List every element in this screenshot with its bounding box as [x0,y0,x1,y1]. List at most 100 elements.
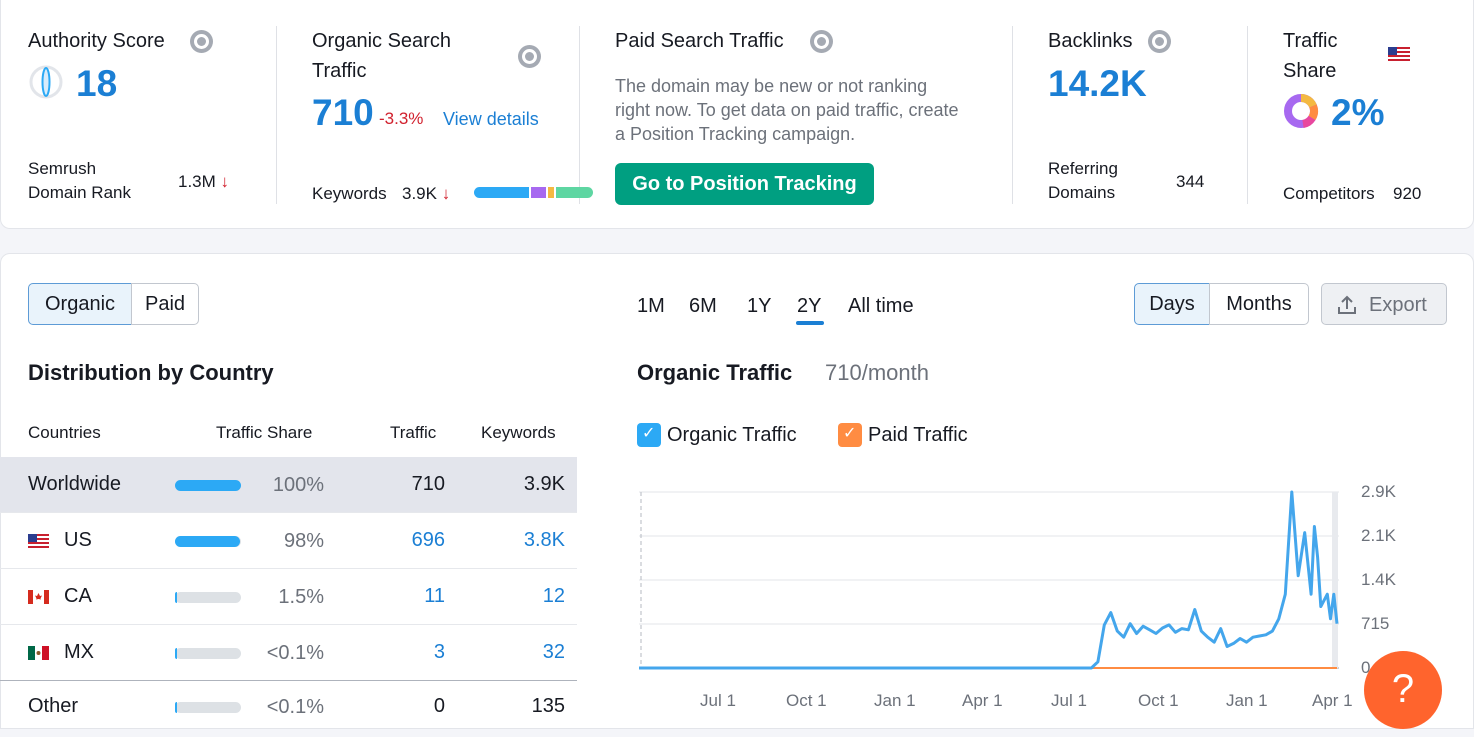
bar-segment [474,187,529,198]
competitors-label: Competitors [1283,184,1375,203]
paid-traffic-checkbox[interactable]: ✓ [838,423,862,447]
info-icon[interactable] [1148,30,1171,53]
traffic-share-value: 98% [283,530,324,552]
traffic-value[interactable]: 11 [424,585,445,607]
domain-rank-value[interactable]: 1.3M ↓ [178,172,230,191]
range-all-time[interactable]: All time [848,295,914,317]
traffic-value[interactable]: 696 [411,529,445,551]
x-tick-label: Apr 1 [962,691,1003,710]
range-6m[interactable]: 6M [689,295,717,317]
us-flag-icon [1388,47,1410,62]
x-tick-label: Jan 1 [1226,691,1268,710]
paid-traffic-legend-label[interactable]: Paid Traffic [868,424,968,446]
traffic-share-bar [175,480,241,491]
upload-icon [1338,295,1356,314]
authority-score-value: 18 [76,63,118,104]
traffic-share-value: 100% [272,474,324,496]
column-header-traffic-share[interactable]: Traffic Share [216,423,313,442]
country-name: Other [28,695,79,717]
paid-toggle-button[interactable]: Paid [131,283,199,325]
arrow-down-icon: ↓ [441,184,451,203]
table-row[interactable]: MX <0.1% 3 32 [0,625,577,681]
go-to-position-tracking-button[interactable]: Go to Position Tracking [615,163,874,205]
distribution-title: Distribution by Country [28,360,274,385]
traffic-value: 710 [411,473,445,495]
traffic-share-bar-fill [175,592,177,603]
help-button[interactable]: ? [1364,651,1442,729]
x-tick-label: Oct 1 [1138,691,1179,710]
y-tick-label: 2.1K [1361,526,1396,545]
y-tick-label: 2.9K [1361,482,1396,501]
traffic-share-bar-fill [175,702,177,713]
traffic-share-bar [175,592,241,603]
keywords-value[interactable]: 3.9K ↓ [402,184,451,203]
organic-toggle-button[interactable]: Organic [28,283,132,325]
checkmark-icon: ✓ [642,425,656,442]
paid-traffic-description: The domain may be new or not ranking rig… [615,76,959,144]
info-icon[interactable] [810,30,833,53]
range-1y[interactable]: 1Y [747,295,772,317]
organic-traffic-legend-label[interactable]: Organic Traffic [667,424,797,446]
country-name: Worldwide [28,473,121,495]
organic-traffic-checkbox[interactable]: ✓ [637,423,661,447]
organic-traffic-change: -3.3% [379,109,424,128]
export-label: Export [1369,294,1427,316]
referring-domains-value[interactable]: 344 [1176,172,1205,191]
checkmark-icon: ✓ [843,425,857,442]
table-row[interactable]: Worldwide 100% 710 3.9K [0,457,577,513]
view-details-link[interactable]: View details [443,109,539,129]
x-tick-label: Apr 1 [1312,691,1353,710]
months-button[interactable]: Months [1209,283,1309,325]
traffic-share-bar-fill [175,536,240,547]
keywords-label: Keywords [312,184,387,203]
backlinks-value[interactable]: 14.2K [1048,63,1147,104]
divider [579,26,580,204]
x-tick-label: Jul 1 [700,691,736,710]
traffic-share-value: <0.1% [266,696,324,718]
days-button[interactable]: Days [1134,283,1210,325]
chart-title: Organic Traffic [637,360,793,385]
range-1m[interactable]: 1M [637,295,665,317]
country-name: US [64,529,92,551]
divider [1012,26,1013,204]
x-tick-label: Jan 1 [874,691,916,710]
traffic-share-bar [175,648,241,659]
info-icon[interactable] [518,45,541,68]
bar-segment [531,187,546,198]
column-header-keywords[interactable]: Keywords [481,423,556,442]
organic-traffic-value: 710 [312,92,374,133]
traffic-share-title: Traffic Share [1283,30,1338,82]
paid-traffic-title: Paid Search Traffic [615,30,784,52]
x-tick-label: Jul 1 [1051,691,1087,710]
traffic-value[interactable]: 3 [433,641,445,663]
keywords-value[interactable]: 12 [542,585,565,607]
canada-flag-icon [28,590,49,604]
range-2y[interactable]: 2Y [797,295,822,317]
traffic-share-bar-fill [175,648,177,659]
traffic-share-value: <0.1% [266,642,324,664]
export-button[interactable]: Export [1321,283,1447,325]
column-header-traffic[interactable]: Traffic [390,423,437,442]
info-icon[interactable] [190,30,213,53]
bar-segment [548,187,554,198]
traffic-value: 0 [433,695,445,717]
country-name: CA [64,585,92,607]
keywords-value[interactable]: 32 [542,641,565,663]
organic-traffic-chart[interactable] [637,480,1357,680]
keywords-value: 135 [531,695,565,717]
authority-gauge-icon [29,65,63,99]
bar-gap [529,187,531,198]
competitors-value[interactable]: 920 [1393,184,1422,203]
keywords-value[interactable]: 3.8K [523,529,565,551]
backlinks-title: Backlinks [1048,30,1133,52]
divider [1247,26,1248,204]
table-row[interactable]: US 98% 696 3.8K [0,513,577,569]
traffic-share-bar-fill [175,480,241,491]
table-row[interactable]: CA 1.5% 11 12 [0,569,577,625]
organic-traffic-series-line [639,490,1339,670]
traffic-share-bar [175,536,241,547]
traffic-share-value: 2% [1331,92,1385,133]
y-tick-label: 715 [1361,614,1390,633]
traffic-share-bar [175,702,241,713]
country-name: MX [64,641,94,663]
